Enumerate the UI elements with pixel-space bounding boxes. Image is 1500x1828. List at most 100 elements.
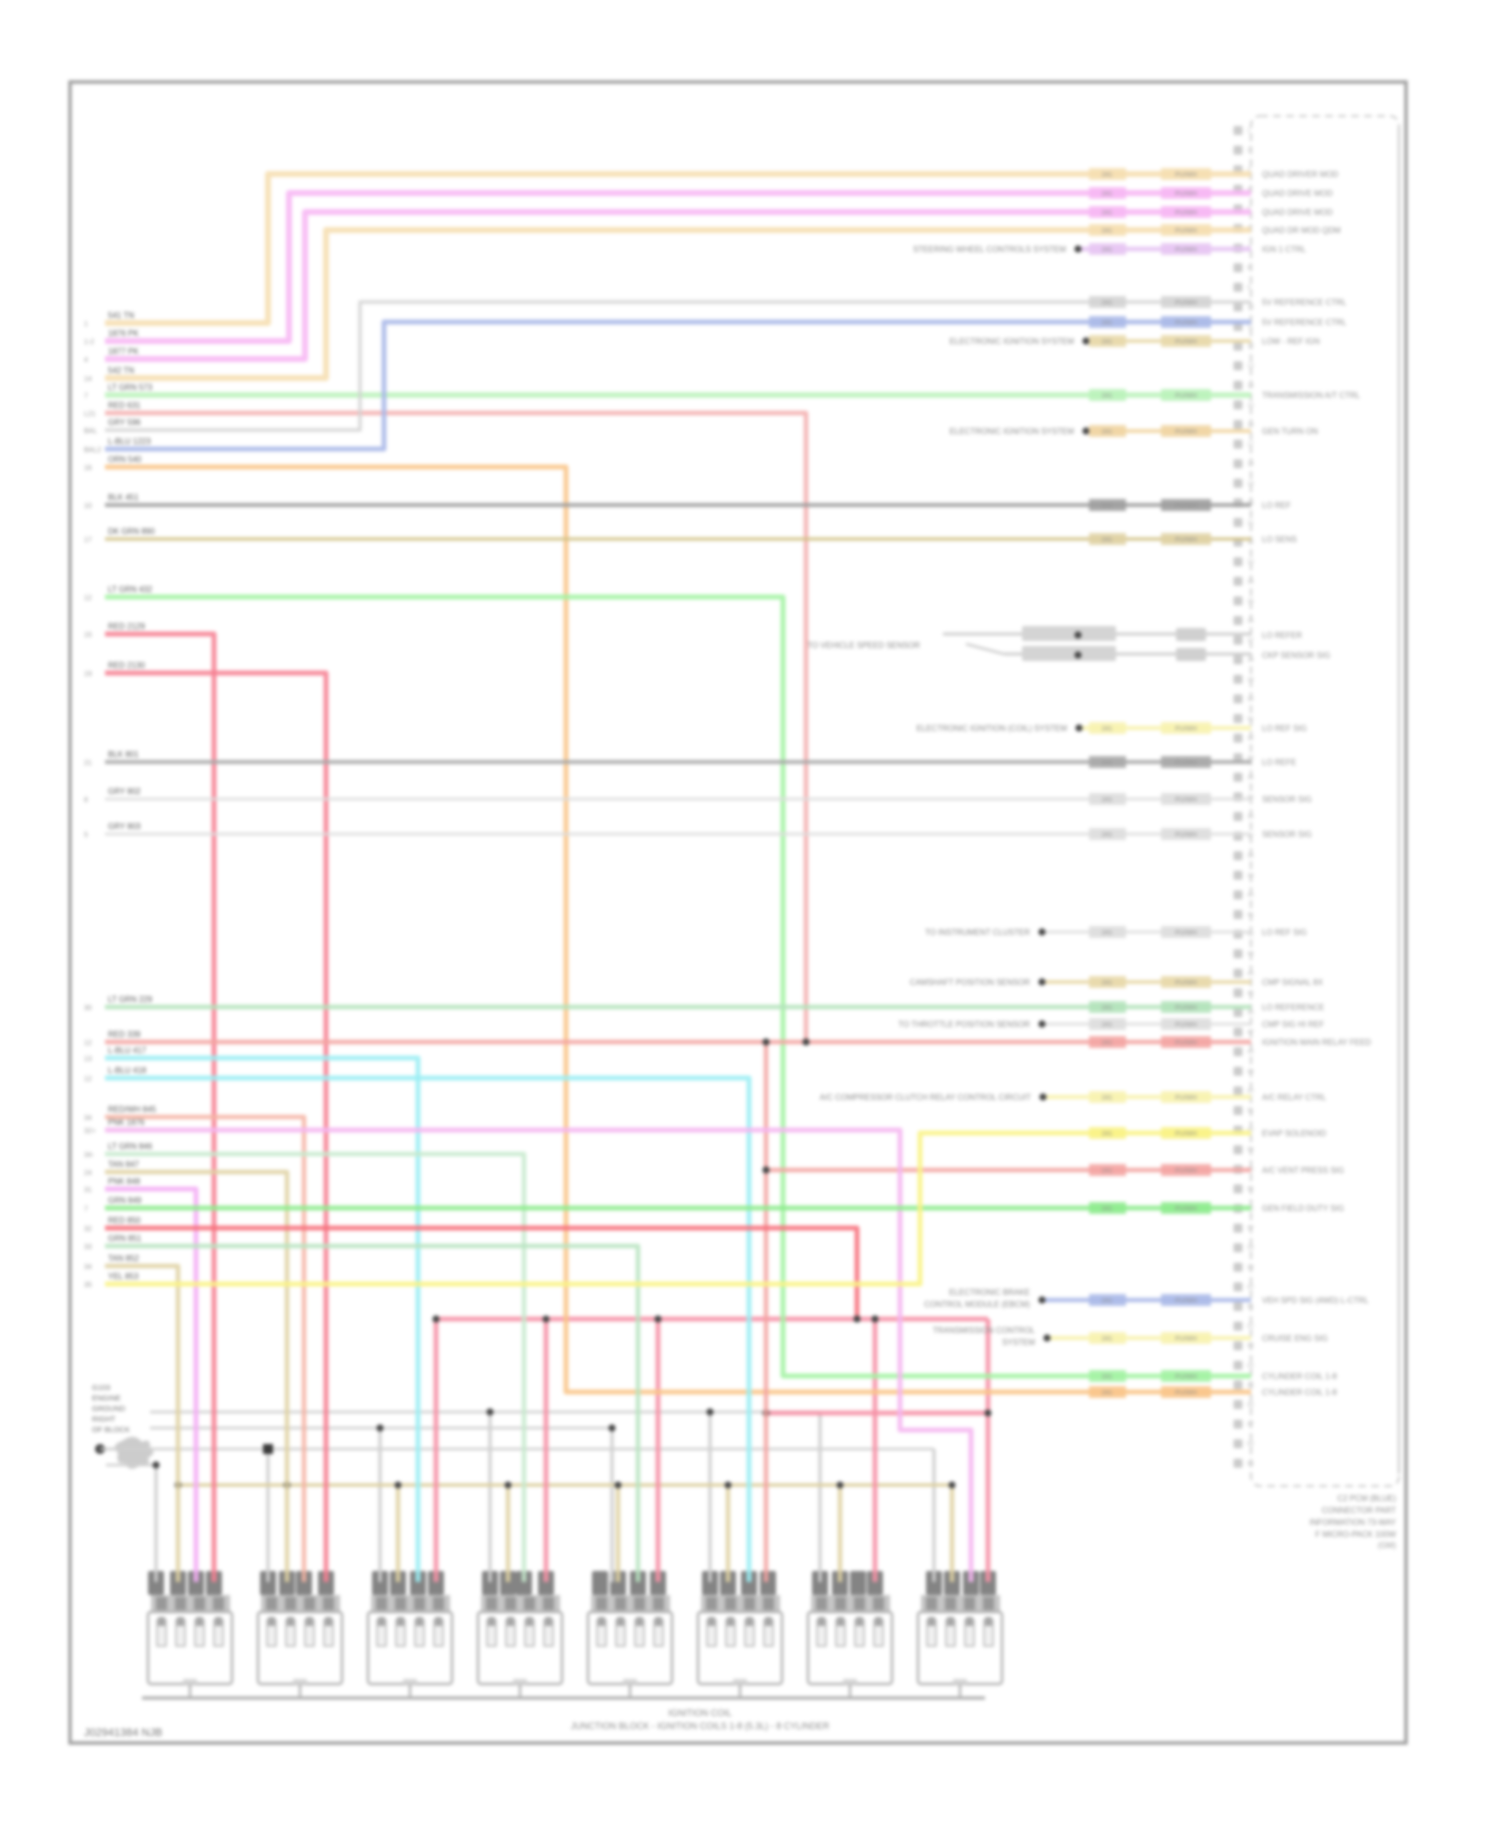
svg-text:241: 241 — [1102, 537, 1113, 544]
svg-text:PU/WH: PU/WH — [1175, 1022, 1197, 1029]
svg-text:GRN 851: GRN 851 — [108, 1234, 142, 1243]
svg-text:TO THROTTLE POSITION SENSOR: TO THROTTLE POSITION SENSOR — [898, 1020, 1030, 1029]
svg-text:241: 241 — [1102, 247, 1113, 254]
svg-text:L-BLU 418: L-BLU 418 — [108, 1066, 147, 1075]
svg-text:TO INSTRUMENT CLUSTER: TO INSTRUMENT CLUSTER — [925, 928, 1030, 937]
svg-text:1: 1 — [1247, 129, 1251, 135]
svg-text:ORN 540: ORN 540 — [108, 455, 142, 464]
svg-text:CKP SENSOR SIG: CKP SENSOR SIG — [1262, 651, 1330, 660]
svg-text:33: 33 — [1247, 756, 1254, 762]
svg-text:51: 51 — [1247, 1109, 1254, 1115]
svg-text:BAL2: BAL2 — [84, 447, 101, 454]
svg-text:241: 241 — [1102, 760, 1113, 767]
svg-text:47: 47 — [1247, 1030, 1254, 1036]
svg-text:IGNITION COIL: IGNITION COIL — [668, 1708, 732, 1718]
svg-text:OF BLOCK: OF BLOCK — [92, 1425, 130, 1434]
svg-text:QUAD DR MOD QDM: QUAD DR MOD QDM — [1262, 226, 1341, 235]
svg-text:541 TN: 541 TN — [108, 311, 134, 320]
svg-text:34: 34 — [84, 1115, 92, 1122]
svg-text:50: 50 — [1247, 1089, 1254, 1095]
svg-text:241: 241 — [1102, 1168, 1113, 1175]
svg-text:241: 241 — [1102, 393, 1113, 400]
svg-text:IGN 1 CTRL: IGN 1 CTRL — [1262, 245, 1307, 254]
svg-text:19: 19 — [1247, 481, 1254, 487]
svg-text:PU/WH: PU/WH — [1175, 832, 1197, 839]
svg-text:60: 60 — [1247, 1285, 1254, 1291]
svg-text:39: 39 — [1247, 873, 1254, 879]
svg-text:4: 4 — [84, 357, 88, 364]
svg-text:16: 16 — [84, 465, 92, 472]
svg-text:PU/WH: PU/WH — [1175, 393, 1197, 400]
svg-text:PU/WH: PU/WH — [1175, 797, 1197, 804]
svg-text:INFORMATION 73-WAY: INFORMATION 73-WAY — [1309, 1518, 1396, 1527]
svg-text:ELECTRONIC IGNITION SYSTEM: ELECTRONIC IGNITION SYSTEM — [950, 427, 1075, 436]
svg-text:TAN 852: TAN 852 — [108, 1254, 140, 1263]
svg-text:CONNECTOR PART: CONNECTOR PART — [1322, 1506, 1396, 1515]
svg-text:LO REFERENCE: LO REFERENCE — [1262, 1003, 1324, 1012]
svg-text:17: 17 — [84, 537, 92, 544]
svg-text:68: 68 — [1247, 1442, 1254, 1448]
svg-text:G103: G103 — [92, 1383, 110, 1392]
svg-text:RED 850: RED 850 — [108, 1216, 141, 1225]
svg-text:31: 31 — [1247, 717, 1254, 723]
svg-text:241: 241 — [1102, 980, 1113, 987]
svg-text:5: 5 — [84, 832, 88, 839]
svg-text:14: 14 — [84, 376, 92, 383]
svg-text:GRY 802: GRY 802 — [108, 787, 141, 796]
svg-text:2: 2 — [1247, 148, 1251, 154]
svg-text:11: 11 — [1247, 325, 1254, 331]
svg-text:7: 7 — [84, 1206, 88, 1213]
svg-text:PNK 1876: PNK 1876 — [108, 1118, 145, 1127]
svg-text:RED 2130: RED 2130 — [108, 661, 145, 670]
svg-text:QUAD DRIVE MOD: QUAD DRIVE MOD — [1262, 189, 1333, 198]
svg-text:63: 63 — [1247, 1344, 1254, 1350]
svg-text:J02941384 NJB: J02941384 NJB — [84, 1727, 162, 1739]
svg-text:32: 32 — [1247, 736, 1254, 742]
svg-text:16: 16 — [1247, 423, 1254, 429]
svg-text:PU/WH: PU/WH — [1175, 339, 1197, 346]
svg-text:45: 45 — [1247, 991, 1254, 997]
svg-text:241: 241 — [1102, 1131, 1113, 1138]
svg-text:TRANSMISSION CONTROL: TRANSMISSION CONTROL — [933, 1326, 1036, 1335]
svg-text:32: 32 — [84, 1226, 92, 1233]
svg-text:24: 24 — [84, 1170, 92, 1177]
svg-text:LT GRN 229: LT GRN 229 — [108, 995, 153, 1004]
svg-text:241: 241 — [1102, 1298, 1113, 1305]
svg-text:PU/WH: PU/WH — [1175, 1206, 1197, 1213]
svg-text:30: 30 — [84, 1005, 92, 1012]
svg-text:RED 2129: RED 2129 — [108, 622, 145, 631]
svg-text:PU/WH: PU/WH — [1175, 210, 1197, 217]
svg-text:41: 41 — [1247, 913, 1254, 919]
svg-text:F MICRO-PACK 100W: F MICRO-PACK 100W — [1315, 1530, 1396, 1539]
svg-text:241: 241 — [1102, 832, 1113, 839]
svg-text:33: 33 — [84, 1244, 92, 1251]
svg-text:STEERING WHEEL CONTROLS SYSTEM: STEERING WHEEL CONTROLS SYSTEM — [913, 245, 1066, 254]
svg-text:9: 9 — [1247, 285, 1251, 291]
svg-text:CMP SIGNAL 8X: CMP SIGNAL 8X — [1262, 978, 1324, 987]
svg-text:34: 34 — [84, 1264, 92, 1271]
svg-text:GEN TURN ON: GEN TURN ON — [1262, 427, 1318, 436]
svg-text:JUNCTION BLOCK - IGNITION COIL: JUNCTION BLOCK - IGNITION COILS 1-8 (5.3… — [571, 1721, 830, 1731]
svg-text:49: 49 — [1247, 1069, 1254, 1075]
svg-text:ELECTRONIC BRAKE: ELECTRONIC BRAKE — [949, 1288, 1030, 1297]
svg-text:LOW - REF IGN: LOW - REF IGN — [1262, 337, 1320, 346]
svg-text:VEH SPD SIG (4WD) L-CTRL: VEH SPD SIG (4WD) L-CTRL — [1262, 1296, 1369, 1305]
svg-text:62: 62 — [1247, 1324, 1254, 1330]
svg-text:65: 65 — [1247, 1383, 1254, 1389]
svg-text:61: 61 — [1247, 1305, 1254, 1311]
svg-text:LO SENS: LO SENS — [1262, 535, 1297, 544]
svg-text:48: 48 — [1247, 1050, 1254, 1056]
svg-text:28: 28 — [1247, 658, 1254, 664]
svg-text:23: 23 — [1247, 560, 1254, 566]
svg-text:BAL: BAL — [84, 428, 97, 435]
svg-text:12: 12 — [1247, 344, 1254, 350]
svg-text:241: 241 — [1102, 1374, 1113, 1381]
svg-text:18: 18 — [1247, 462, 1254, 468]
svg-text:LO REFE: LO REFE — [1262, 758, 1296, 767]
svg-text:GRY 803: GRY 803 — [108, 822, 141, 831]
svg-text:RIGHT: RIGHT — [92, 1415, 116, 1424]
svg-text:241: 241 — [1102, 1022, 1113, 1029]
svg-text:44: 44 — [1247, 971, 1254, 977]
svg-text:CYLINDER COIL 1-8: CYLINDER COIL 1-8 — [1262, 1388, 1337, 1397]
svg-text:241: 241 — [1102, 930, 1113, 937]
